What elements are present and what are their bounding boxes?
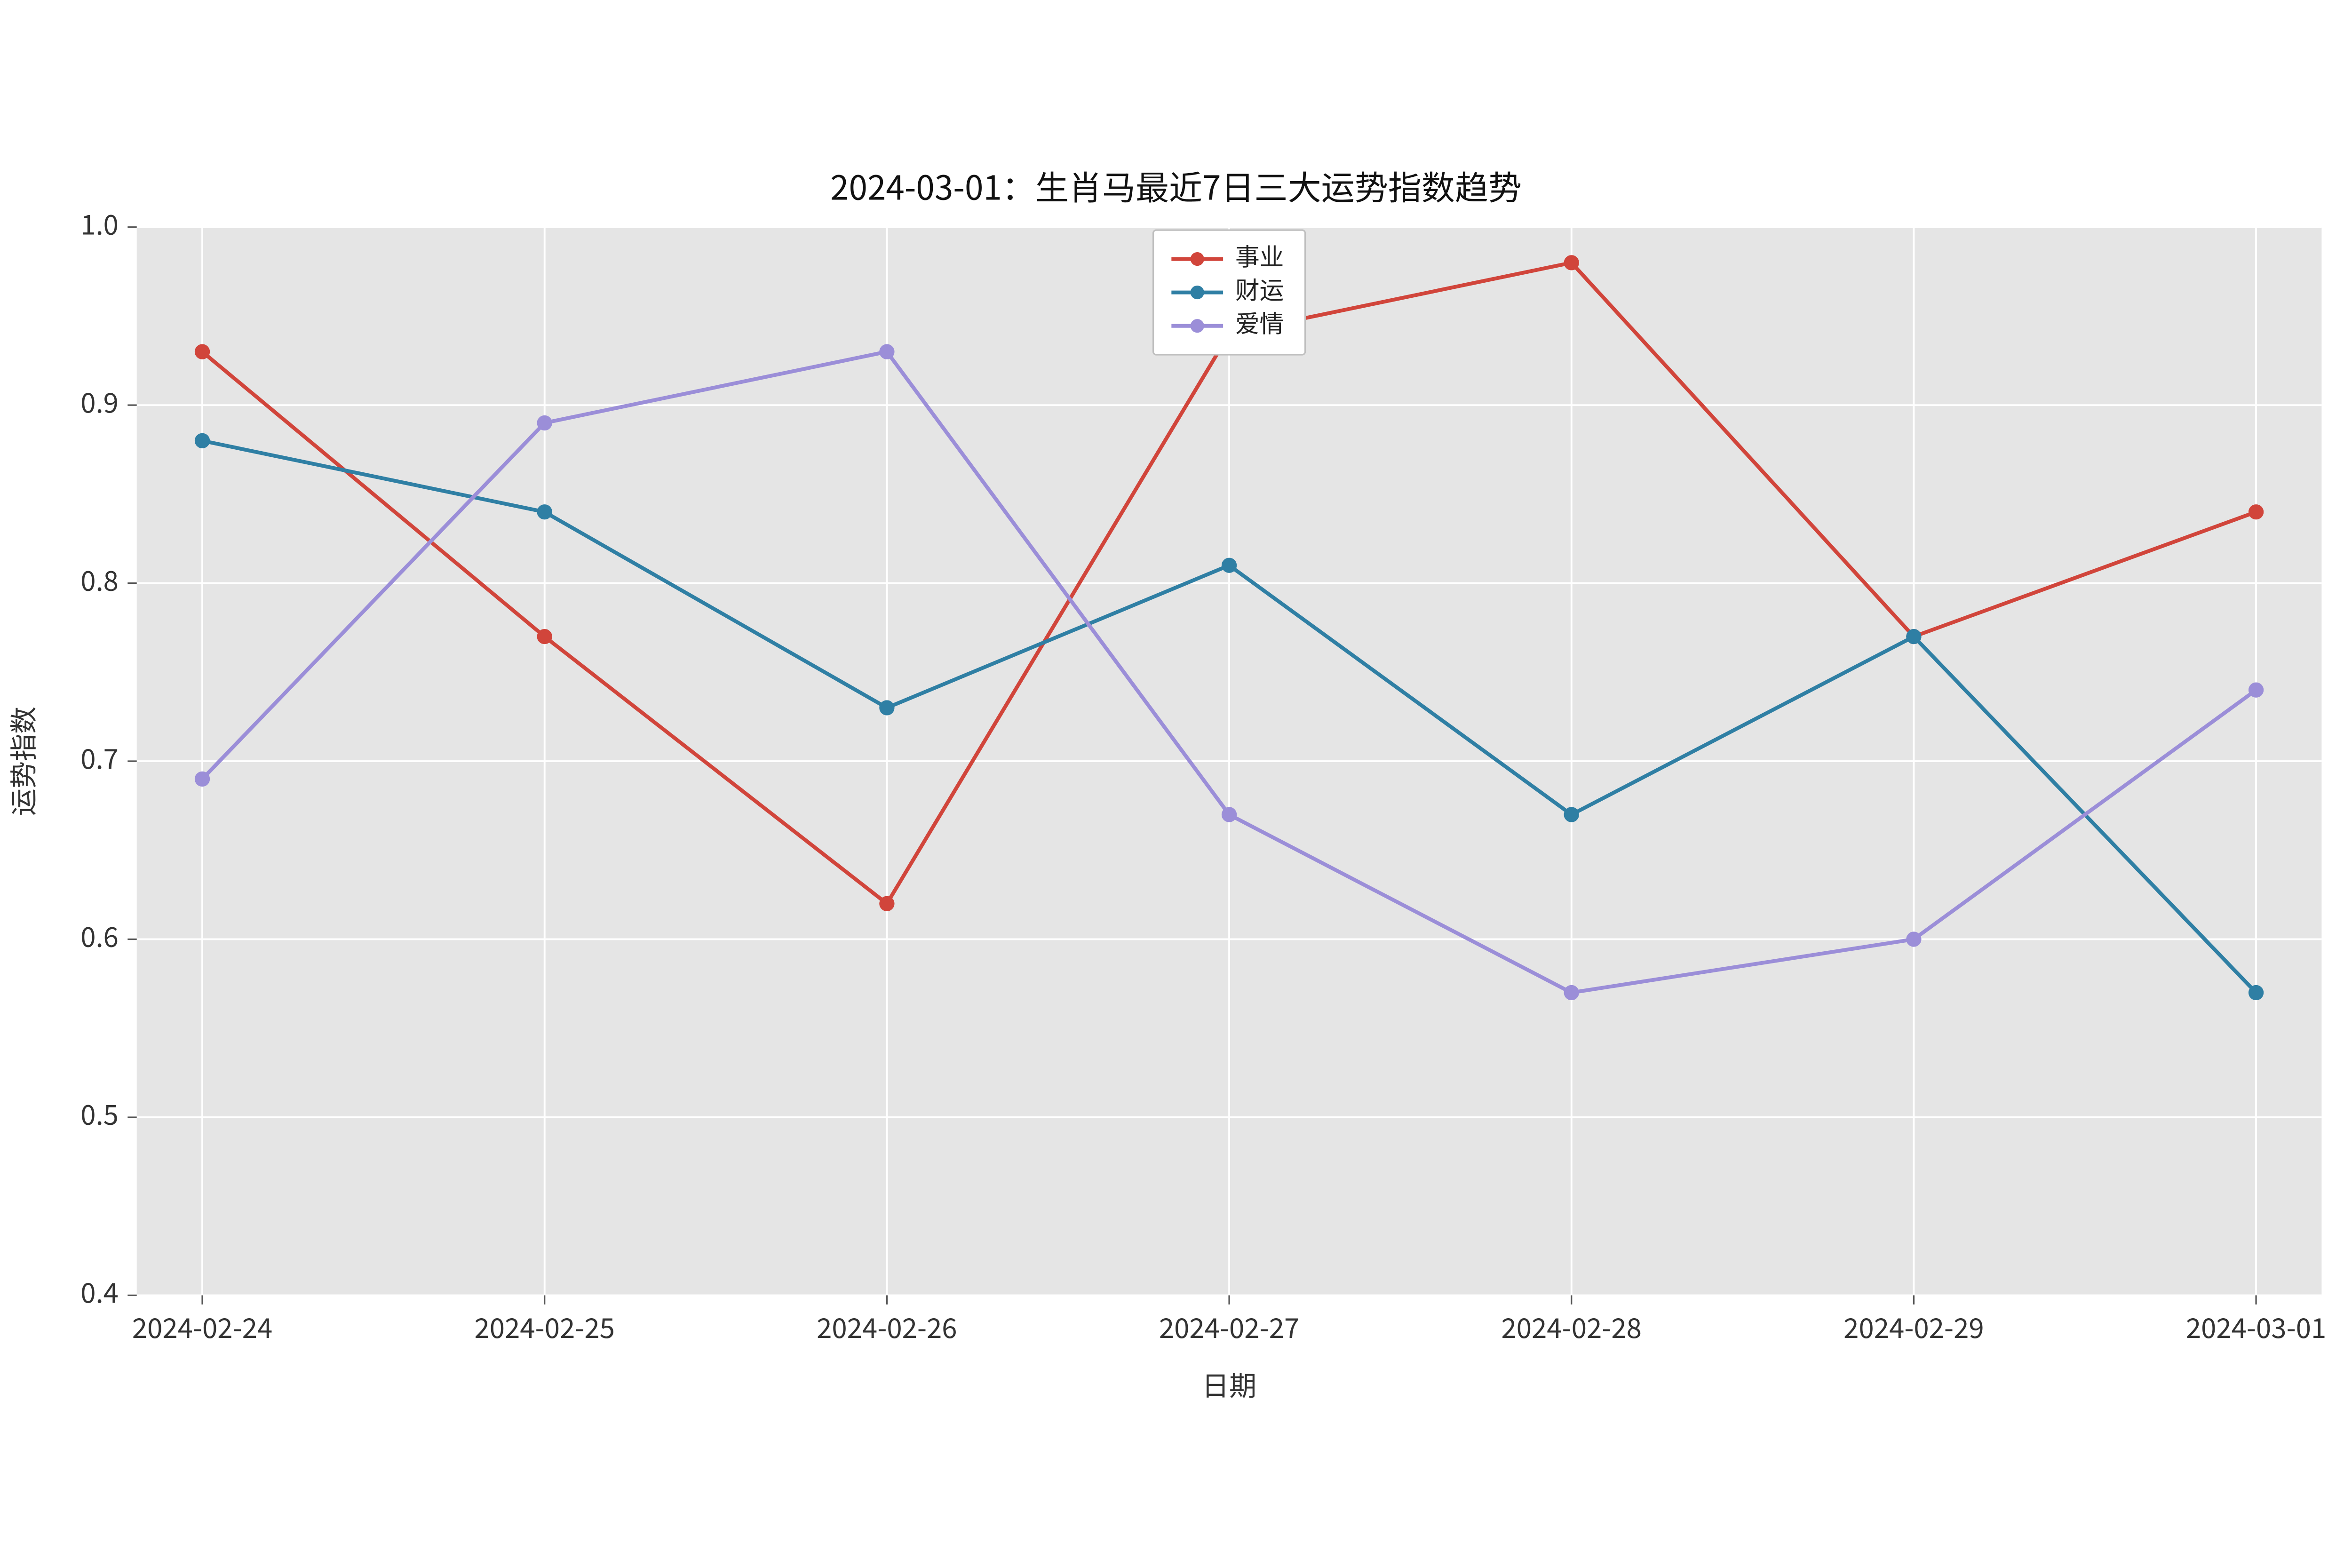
x-tick-label: 2024-03-01 <box>2186 1306 2326 1346</box>
x-axis-label: 日期 <box>1202 1364 1256 1404</box>
y-tick-label: 0.9 <box>80 381 119 421</box>
series-marker <box>196 434 209 447</box>
y-tick-label: 0.5 <box>80 1093 119 1133</box>
series-marker <box>196 345 209 358</box>
x-tick-label: 2024-02-27 <box>1159 1306 1299 1346</box>
y-tick-label: 0.6 <box>80 915 119 955</box>
series-marker <box>2249 683 2263 697</box>
x-tick-label: 2024-02-29 <box>1843 1306 1984 1346</box>
x-tick-label: 2024-02-26 <box>817 1306 957 1346</box>
series-marker <box>538 630 551 644</box>
x-tick-label: 2024-02-25 <box>474 1306 614 1346</box>
series-marker <box>2249 986 2263 999</box>
series-marker <box>1565 808 1578 821</box>
y-tick-label: 0.4 <box>80 1271 119 1311</box>
series-marker <box>538 416 551 430</box>
y-axis-label: 运势指数 <box>2 707 41 816</box>
y-tick-label: 0.7 <box>80 737 119 777</box>
series-marker <box>2249 505 2263 519</box>
series-marker <box>880 345 894 358</box>
y-tick-label: 1.0 <box>80 203 119 242</box>
series-marker <box>1223 808 1236 821</box>
x-tick-label: 2024-02-24 <box>132 1306 272 1346</box>
series-marker <box>1907 630 1921 644</box>
series-marker <box>1223 558 1236 572</box>
series-marker <box>880 701 894 715</box>
series-marker <box>1565 986 1578 999</box>
y-tick-label: 0.8 <box>80 559 119 598</box>
legend-label: 财运 <box>1235 271 1284 306</box>
legend-label: 爱情 <box>1235 304 1284 340</box>
legend: 事业财运爱情 <box>1153 230 1305 355</box>
series-marker <box>196 772 209 786</box>
series-marker <box>1907 932 1921 946</box>
legend-label: 事业 <box>1235 238 1284 273</box>
series-marker <box>1565 256 1578 270</box>
series-marker <box>880 897 894 910</box>
chart-svg: 0.4 0.5 0.6 0.7 0.8 0.9 1.0 2024-02-24 2024-02-2… <box>0 0 2352 1568</box>
x-tick-label: 2024-02-28 <box>1502 1306 1642 1346</box>
fortune-trend-chart: 0.4 0.5 0.6 0.7 0.8 0.9 1.0 2024-02-24 2024-02-2… <box>0 0 2352 1568</box>
chart-title: 2024-03-01：生肖马最近7日三大运势指数趋势 <box>830 162 1522 210</box>
series-marker <box>538 505 551 519</box>
